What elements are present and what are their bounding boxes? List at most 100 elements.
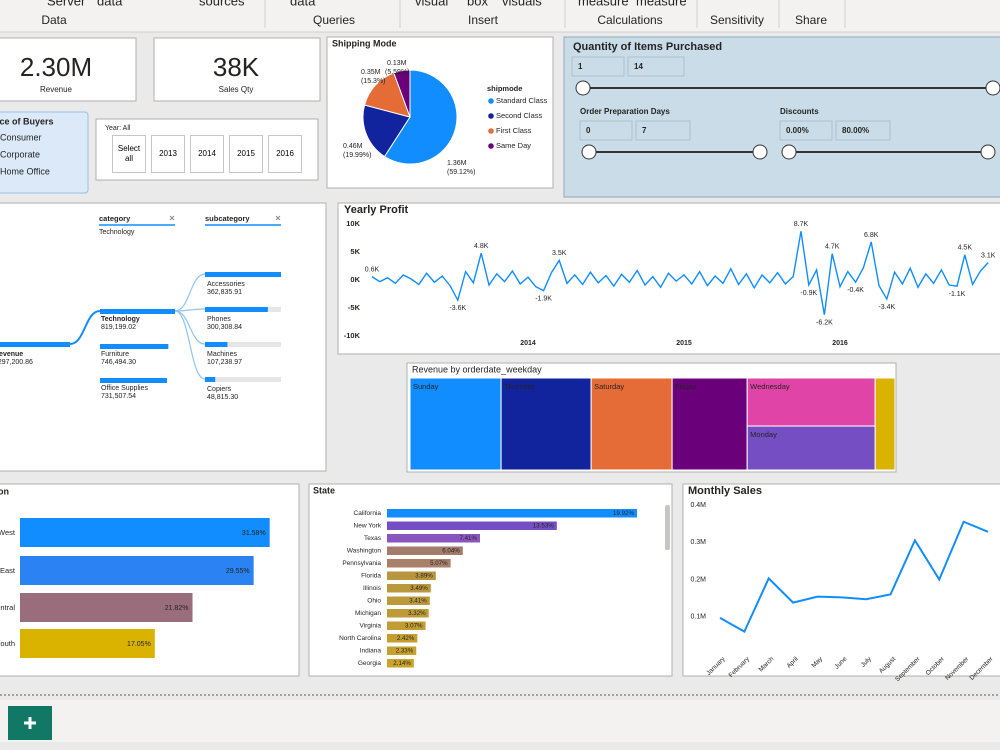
treemap-tile xyxy=(409,377,502,471)
legend-marker xyxy=(488,143,494,149)
tree-bar xyxy=(205,342,228,347)
tree-node-value: 107,238.97 xyxy=(207,359,242,366)
bar xyxy=(387,509,637,518)
slicer-input-value: 0 xyxy=(586,126,591,135)
data-label: -6.2K xyxy=(816,320,833,327)
tree-node-name: Revenue xyxy=(0,351,23,358)
legend-marker xyxy=(488,113,494,119)
slicer-input-value: 7 xyxy=(642,126,647,135)
y-tick-label: 10K xyxy=(346,219,360,228)
tile-label: Thursday xyxy=(504,382,536,391)
bar xyxy=(20,629,155,658)
data-label: -0.9K xyxy=(800,290,817,297)
legend-label: Second Class xyxy=(496,111,543,120)
slicer-button-frame: 2016 xyxy=(268,135,302,173)
legend-label: Standard Class xyxy=(496,96,548,105)
ribbon-button-label: visuals xyxy=(502,0,542,8)
visual xyxy=(337,202,1000,355)
page-tabs xyxy=(0,700,1000,742)
category-label: Central xyxy=(0,603,15,612)
data-label: 21.82% xyxy=(165,605,189,612)
slider-handle[interactable] xyxy=(575,80,591,96)
data-label: 3.1K xyxy=(981,252,996,259)
data-label: 0.35M xyxy=(361,69,381,76)
card xyxy=(153,37,321,102)
x-tick-label: 2014 xyxy=(520,340,536,347)
tree-node-value: 362,835.91 xyxy=(207,289,242,296)
slider-handle[interactable] xyxy=(980,144,996,160)
slider-handle[interactable] xyxy=(581,144,597,160)
slicer-title: Source of Buyers xyxy=(0,116,54,126)
card-label: Sales Qty xyxy=(219,85,254,94)
ribbon-button-label: sources xyxy=(199,0,245,8)
slicer-button[interactable]: 2013 xyxy=(151,135,185,173)
visual-title: Region xyxy=(0,486,9,496)
data-label: (5.59%) xyxy=(385,69,410,76)
data-label: 3.41% xyxy=(409,598,427,605)
tree-bar xyxy=(0,342,70,347)
data-label: 7.41% xyxy=(459,535,477,542)
ribbon-group-label: Data xyxy=(41,13,67,27)
slicer-title: Discounts xyxy=(780,107,819,116)
bar xyxy=(387,534,480,543)
slicer-title: Order Preparation Days xyxy=(580,107,670,116)
data-label: (59.12%) xyxy=(447,169,475,176)
data-label: 3.5K xyxy=(552,250,567,257)
bar xyxy=(387,596,430,605)
slicer-button-frame: 2015 xyxy=(229,135,263,173)
data-label: (15.3%) xyxy=(361,78,386,85)
data-label: 8.7K xyxy=(794,221,809,228)
visual-title: Yearly Profit xyxy=(344,204,409,216)
pie-slice xyxy=(393,69,411,118)
data-label: 2.42% xyxy=(397,635,415,642)
slicer-button[interactable]: 2014 xyxy=(190,135,224,173)
tree-link xyxy=(174,308,206,312)
slider-handle[interactable] xyxy=(752,144,768,160)
ribbon-button-label: box xyxy=(467,0,488,8)
tree-node-name: Technology xyxy=(101,316,140,323)
legend-marker xyxy=(488,128,494,134)
category-label: East xyxy=(0,566,16,575)
data-label: 0.6K xyxy=(365,266,380,273)
data-label: -1.9K xyxy=(535,295,552,302)
slicer-input-value: 1 xyxy=(578,62,583,71)
tree-node-value: 731,507.54 xyxy=(101,393,136,400)
y-tick-label: 0.2M xyxy=(690,576,706,583)
slicer-button[interactable]: Select all xyxy=(112,135,146,173)
data-label: -1.1K xyxy=(949,291,966,298)
treemap-tile xyxy=(874,377,896,471)
visual-title: State xyxy=(313,485,335,495)
category-label: New York xyxy=(354,523,382,530)
legend-marker xyxy=(488,98,494,104)
slicer-button[interactable]: 2015 xyxy=(229,135,263,173)
ribbon-button-label: data xyxy=(97,0,123,8)
tree-bar xyxy=(100,378,167,383)
visual-title: Monthly Sales xyxy=(688,485,762,497)
bar xyxy=(20,556,254,585)
data-label: 31.58% xyxy=(242,530,266,537)
ribbon-separators xyxy=(264,0,846,28)
add-page-button[interactable] xyxy=(8,706,52,740)
data-label: 13.53% xyxy=(533,523,554,530)
legend-label: Same Day xyxy=(496,141,531,150)
slicer-input xyxy=(627,56,685,77)
y-tick-label: 5K xyxy=(350,247,360,256)
category-label: California xyxy=(354,510,382,517)
category-label: South xyxy=(0,639,15,648)
visual xyxy=(0,202,327,472)
ribbon-button-label: measure xyxy=(578,0,629,8)
tile-label: Wednesday xyxy=(750,382,790,391)
close-icon xyxy=(275,215,281,221)
line xyxy=(371,231,989,315)
data-label: 3.49% xyxy=(410,585,428,592)
data-label: 5.07% xyxy=(430,560,448,567)
tree-node-name: Office Supplies xyxy=(101,385,148,392)
slider-handle[interactable] xyxy=(781,144,797,160)
slicer-button[interactable]: 2016 xyxy=(268,135,302,173)
tree-bar-track xyxy=(205,377,281,382)
category-label: Michigan xyxy=(355,610,381,617)
slider-handle[interactable] xyxy=(985,80,1000,96)
tree-filter: Technology xyxy=(99,229,135,236)
ribbon-button-label: Server xyxy=(47,0,86,8)
